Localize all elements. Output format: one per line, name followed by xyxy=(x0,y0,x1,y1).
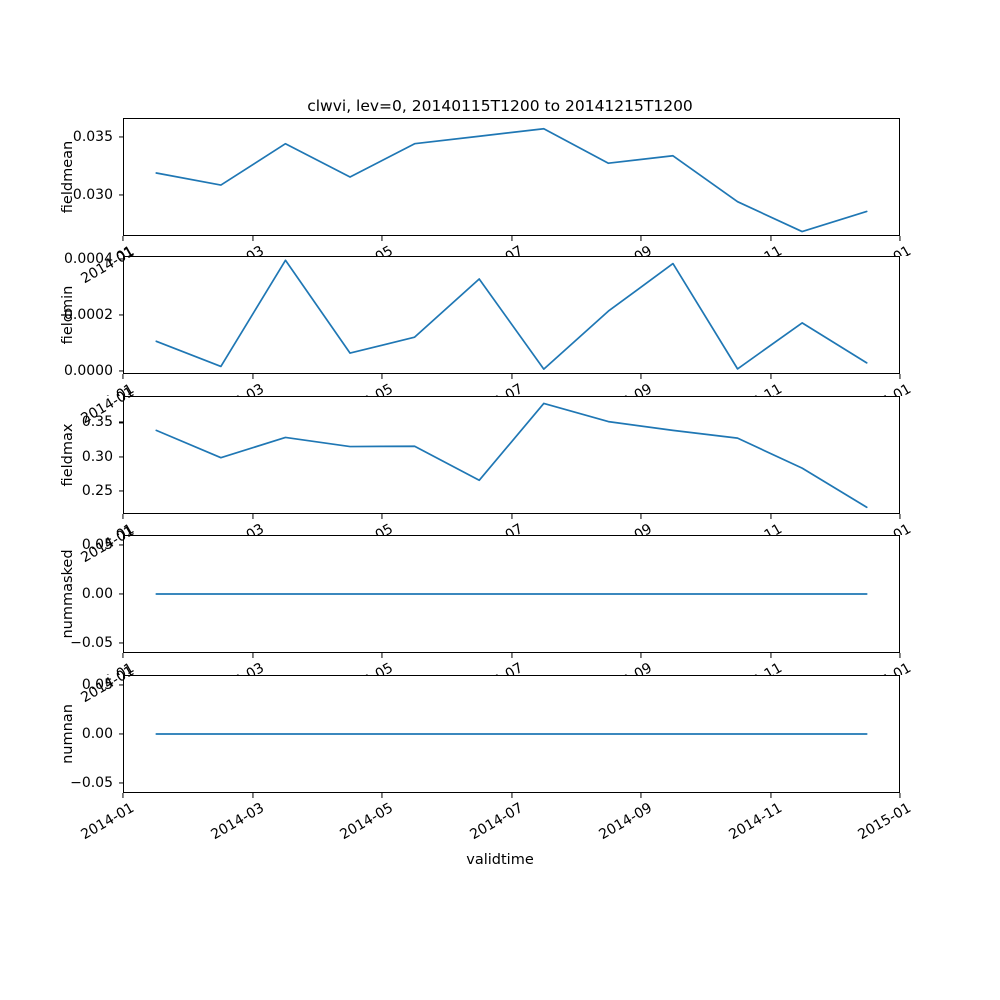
x-tick-mark xyxy=(899,514,901,519)
series-line-fieldmax xyxy=(124,397,899,513)
x-tick-mark xyxy=(510,374,513,379)
x-tick-mark xyxy=(769,374,772,379)
y-tick-label: 0.030 xyxy=(72,187,113,204)
x-tick-mark xyxy=(899,653,901,658)
x-tick-mark xyxy=(640,653,642,658)
y-tick-label: 0.00 xyxy=(81,586,113,602)
x-tick-mark xyxy=(769,236,772,241)
y-tick-label: 0.25 xyxy=(81,483,113,500)
x-tick-mark xyxy=(122,653,124,658)
y-tick-label: 0.05 xyxy=(81,676,113,693)
series-line-nummasked xyxy=(124,536,899,652)
figure-title: clwvi, lev=0, 20140115T1200 to 20141215T… xyxy=(307,97,693,115)
y-tick-label: 0.00 xyxy=(81,726,113,742)
x-tick-mark xyxy=(769,653,772,658)
y-tick-mark xyxy=(118,490,123,492)
x-tick-mark xyxy=(381,236,383,241)
x-tick-mark xyxy=(122,236,124,241)
y-tick-label: 0.05 xyxy=(81,536,113,553)
x-tick-mark xyxy=(251,514,254,519)
x-tick-mark xyxy=(122,514,124,519)
y-tick-label: 0.30 xyxy=(81,448,113,465)
y-tick-label: 0.35 xyxy=(81,414,113,431)
y-tick-mark xyxy=(118,733,123,735)
y-axis-label-fieldmean: fieldmean xyxy=(60,140,76,214)
y-tick-label: 0.035 xyxy=(72,128,113,145)
subplot-nummasked xyxy=(123,535,900,653)
y-tick-mark xyxy=(118,684,123,686)
x-tick-mark xyxy=(899,236,901,241)
x-tick-mark xyxy=(769,793,772,798)
y-tick-mark xyxy=(118,593,123,595)
subplot-fieldmean xyxy=(123,118,900,236)
x-tick-mark xyxy=(510,793,513,798)
x-tick-mark xyxy=(640,374,642,379)
x-tick-mark xyxy=(640,514,642,519)
x-tick-label-clip: 2015-01 xyxy=(0,236,1000,256)
x-tick-mark xyxy=(122,793,124,798)
x-axis-label: validtime xyxy=(466,852,534,868)
x-tick-label: 2015-01 xyxy=(804,521,914,535)
y-tick-label: 0.0002 xyxy=(64,307,113,324)
y-tick-mark xyxy=(118,194,123,196)
y-tick-mark xyxy=(118,421,123,423)
x-tick-label-clip: 2015-01 xyxy=(0,374,1000,396)
x-tick-mark xyxy=(381,653,383,658)
y-tick-label: 0.0004 xyxy=(64,251,113,268)
x-tick-label-clip: 2015-01 xyxy=(0,653,1000,675)
subplot-fieldmax xyxy=(123,396,900,514)
series-line-fieldmean xyxy=(124,119,899,235)
y-tick-mark xyxy=(118,782,123,784)
x-tick-label: 2015-01 xyxy=(804,660,914,675)
x-tick-mark xyxy=(122,374,124,379)
subplot-fieldmin xyxy=(123,256,900,374)
x-tick-mark xyxy=(510,236,513,241)
y-tick-mark xyxy=(118,544,123,546)
y-tick-mark xyxy=(118,258,123,260)
x-tick-mark xyxy=(510,653,513,658)
x-tick-mark xyxy=(640,236,642,241)
y-tick-mark xyxy=(118,314,123,316)
y-tick-label: 0.0000 xyxy=(64,363,113,380)
x-tick-mark xyxy=(251,236,254,241)
y-tick-label: −0.05 xyxy=(70,635,113,652)
y-tick-mark xyxy=(118,456,123,458)
x-tick-mark xyxy=(251,653,254,658)
x-tick-mark xyxy=(899,793,901,798)
x-tick-mark xyxy=(251,793,254,798)
series-line-numnan xyxy=(124,676,899,792)
x-tick-label-clip: 2015-01 xyxy=(0,514,1000,535)
x-tick-mark xyxy=(381,793,383,798)
y-tick-mark xyxy=(118,370,123,372)
x-tick-mark xyxy=(640,793,642,798)
y-tick-mark xyxy=(118,642,123,644)
x-tick-mark xyxy=(899,374,901,379)
x-tick-mark xyxy=(381,374,383,379)
x-tick-label: 2015-01 xyxy=(804,243,914,256)
x-tick-label: 2015-01 xyxy=(804,381,914,396)
y-tick-mark xyxy=(118,136,123,138)
x-tick-mark xyxy=(381,514,383,519)
x-tick-mark xyxy=(769,514,772,519)
y-tick-label: −0.05 xyxy=(70,775,113,792)
subplot-numnan xyxy=(123,675,900,793)
x-tick-mark xyxy=(251,374,254,379)
series-line-fieldmin xyxy=(124,257,899,373)
x-tick-mark xyxy=(510,514,513,519)
